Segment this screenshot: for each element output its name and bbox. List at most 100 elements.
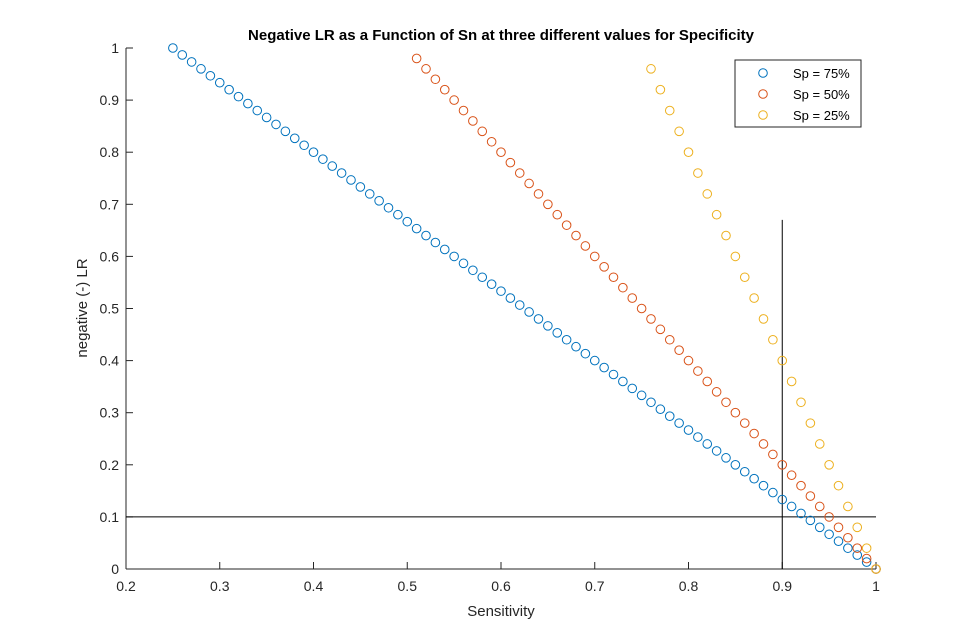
data-point-series-2 <box>421 64 431 74</box>
data-point-series-1 <box>355 182 366 192</box>
legend-label-series-3: Sp = 25% <box>793 108 850 123</box>
data-point-series-1 <box>580 348 591 359</box>
data-point-series-3 <box>824 460 834 470</box>
data-point-series-1 <box>608 369 619 380</box>
data-point-series-3 <box>777 355 788 366</box>
data-point-series-1 <box>439 244 450 255</box>
x-axis-label: Sensitivity <box>467 603 535 620</box>
data-point-series-1 <box>299 140 309 151</box>
data-point-series-1 <box>505 293 516 303</box>
data-point-series-2 <box>833 522 844 533</box>
y-tick-label: 0.1 <box>100 509 120 525</box>
data-point-series-2 <box>843 532 853 543</box>
data-point-series-2 <box>824 512 834 522</box>
data-point-series-2 <box>561 220 572 230</box>
data-point-series-1 <box>664 411 675 421</box>
data-point-series-2 <box>608 272 619 283</box>
data-point-series-1 <box>702 439 713 449</box>
data-point-series-2 <box>664 334 675 345</box>
data-point-series-2 <box>693 366 703 376</box>
data-point-series-1 <box>786 501 797 512</box>
data-point-series-3 <box>749 293 759 303</box>
data-point-series-1 <box>852 550 863 560</box>
data-point-series-2 <box>468 116 478 126</box>
y-tick-label: 0.4 <box>100 353 120 369</box>
data-point-series-2 <box>505 157 516 168</box>
chart-title: Negative LR as a Function of Sn at three… <box>248 27 755 44</box>
data-point-series-1 <box>458 258 469 269</box>
y-tick-label: 0 <box>111 561 119 577</box>
data-point-series-1 <box>758 480 769 491</box>
legend-marker-series-3 <box>758 110 768 120</box>
data-point-series-3 <box>730 251 741 262</box>
x-tick-label: 1 <box>872 578 880 594</box>
y-tick-label: 0.8 <box>100 144 120 160</box>
data-point-series-1 <box>543 321 553 331</box>
data-point-series-1 <box>627 383 638 394</box>
data-point-series-1 <box>449 251 459 262</box>
data-point-series-3 <box>805 418 816 428</box>
data-point-series-1 <box>711 446 722 456</box>
x-tick-label: 0.8 <box>679 578 699 594</box>
data-point-series-2 <box>796 480 806 491</box>
data-point-series-3 <box>833 480 844 491</box>
y-tick-label: 0.6 <box>100 248 120 264</box>
y-tick-label: 0.3 <box>100 405 120 421</box>
data-point-series-3 <box>861 543 872 553</box>
y-tick-label: 0.5 <box>100 301 120 317</box>
data-point-series-2 <box>599 262 609 272</box>
data-point-series-1 <box>177 50 188 60</box>
legend-marker-series-2 <box>758 89 768 99</box>
data-point-series-1 <box>402 216 413 227</box>
data-point-series-1 <box>168 43 178 53</box>
data-point-series-2 <box>524 178 534 189</box>
data-point-series-2 <box>814 501 825 512</box>
data-point-series-1 <box>430 237 441 248</box>
data-point-series-2 <box>439 84 450 95</box>
data-point-series-1 <box>796 508 806 519</box>
data-point-series-2 <box>805 491 816 501</box>
data-point-series-2 <box>449 95 459 105</box>
data-point-series-1 <box>411 223 422 234</box>
y-tick-label: 0.7 <box>100 196 120 212</box>
legend: Sp = 75% Sp = 50% Sp = 25% <box>734 59 862 128</box>
data-point-series-2 <box>458 105 469 116</box>
data-point-series-2 <box>768 449 778 460</box>
data-point-series-2 <box>571 230 581 241</box>
data-point-series-1 <box>271 119 281 130</box>
data-point-series-2 <box>618 282 628 293</box>
data-point-series-2 <box>477 126 488 137</box>
data-point-series-1 <box>533 314 544 324</box>
data-point-series-2 <box>786 470 797 481</box>
data-point-series-1 <box>571 341 581 352</box>
legend-label-series-2: Sp = 50% <box>793 87 850 102</box>
data-point-series-3 <box>721 230 731 241</box>
data-point-series-1 <box>655 404 666 415</box>
data-point-series-1 <box>777 494 788 505</box>
data-point-series-1 <box>186 57 197 67</box>
data-point-series-1 <box>730 460 741 470</box>
data-point-series-2 <box>552 209 563 220</box>
x-tick-label: 0.5 <box>398 578 418 594</box>
data-point-series-3 <box>796 397 806 408</box>
x-tick-label: 0.6 <box>491 578 511 594</box>
data-point-series-1 <box>768 487 778 498</box>
data-point-series-1 <box>496 286 506 296</box>
data-point-series-1 <box>280 126 291 137</box>
data-point-series-2 <box>514 168 525 178</box>
legend-box <box>734 59 862 128</box>
x-tick-label: 0.2 <box>116 578 136 594</box>
data-point-series-3 <box>814 439 825 449</box>
y-axis-label: negative (-) LR <box>74 258 91 357</box>
data-point-series-1 <box>205 70 216 81</box>
data-point-series-1 <box>486 279 497 289</box>
data-point-series-1 <box>824 529 834 540</box>
data-point-series-3 <box>674 126 684 137</box>
data-point-series-1 <box>749 473 759 484</box>
data-point-series-1 <box>243 98 253 109</box>
data-point-series-1 <box>552 328 563 338</box>
data-point-series-1 <box>196 64 206 74</box>
data-point-series-1 <box>214 77 225 88</box>
data-point-series-1 <box>514 300 525 310</box>
